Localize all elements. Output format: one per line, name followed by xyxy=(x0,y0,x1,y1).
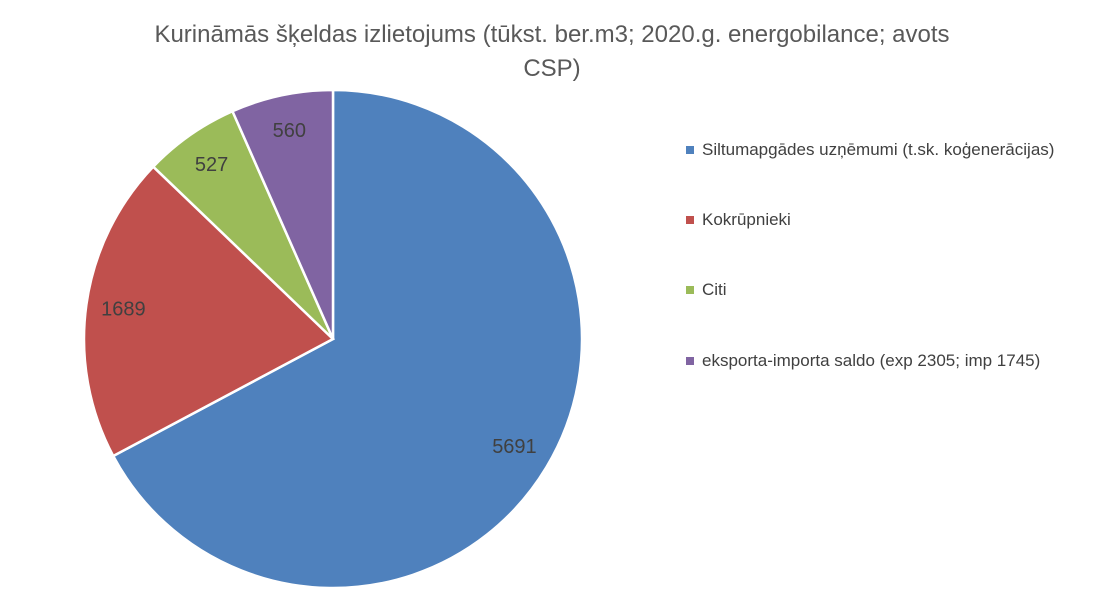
legend-item: Siltumapgādes uzņēmumi (t.sk. koģenerāci… xyxy=(686,138,1066,162)
legend-swatch xyxy=(686,357,694,365)
data-label: 527 xyxy=(195,154,228,176)
legend-item: eksporta-importa saldo (exp 2305; imp 17… xyxy=(686,349,1066,373)
pie-slice xyxy=(111,88,584,590)
legend-label: Citi xyxy=(702,280,727,299)
legend-swatch xyxy=(686,216,694,224)
legend-item: Citi xyxy=(686,278,1066,302)
legend-item: Kokrūpnieki xyxy=(686,208,1066,232)
pie-slice xyxy=(82,164,336,458)
legend-label: Siltumapgādes uzņēmumi (t.sk. koģenerāci… xyxy=(702,140,1055,159)
chart-title: Kurināmās šķeldas izlietojums (tūkst. be… xyxy=(154,21,950,82)
legend-swatch xyxy=(686,286,694,294)
data-label: 5691 xyxy=(492,436,537,458)
pie-slice xyxy=(230,88,335,340)
legend-swatch xyxy=(686,146,694,154)
data-label: 1689 xyxy=(101,298,146,320)
legend-label: Kokrūpnieki xyxy=(702,210,791,229)
data-label: 560 xyxy=(273,120,306,142)
legend-label: eksporta-importa saldo (exp 2305; imp 17… xyxy=(702,351,1041,370)
